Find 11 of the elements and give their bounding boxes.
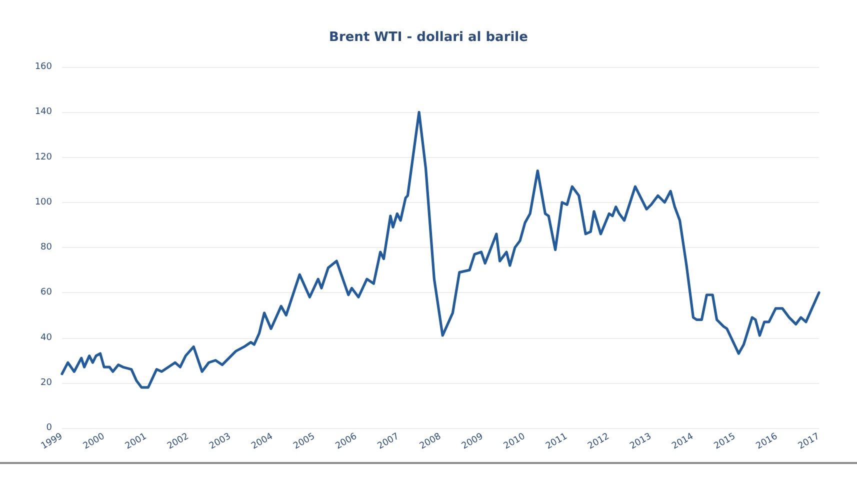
line-series bbox=[60, 110, 820, 389]
y-tick-label: 40 bbox=[40, 332, 52, 343]
y-tick-label: 20 bbox=[40, 378, 52, 388]
y-tick-label: 80 bbox=[40, 242, 52, 252]
y-tick-label: 120 bbox=[34, 152, 52, 162]
y-tick-label: 60 bbox=[40, 288, 52, 298]
y-tick-label: 0 bbox=[46, 423, 52, 433]
y-tick-label: 100 bbox=[34, 197, 52, 208]
y-tick-label: 140 bbox=[34, 107, 52, 118]
y-tick-label: 160 bbox=[34, 62, 52, 72]
chart-title: Brent WTI - dollari al barile bbox=[329, 30, 528, 45]
